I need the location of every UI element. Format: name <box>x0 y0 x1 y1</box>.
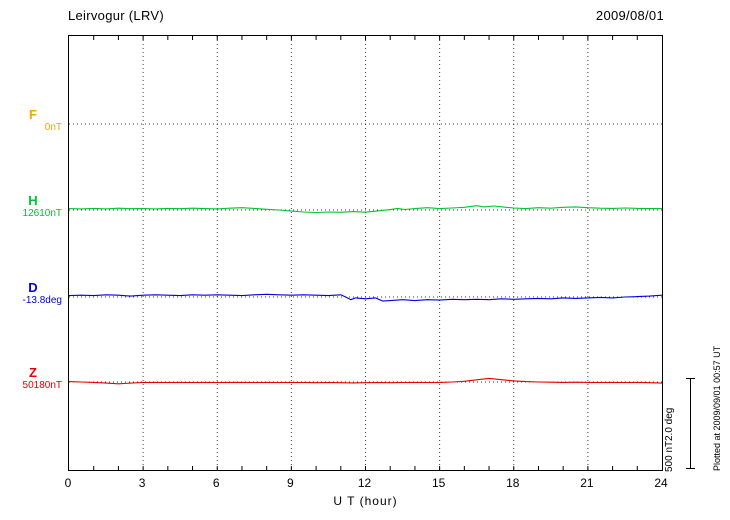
scale-bar-line <box>690 379 691 468</box>
x-tick-label: 15 <box>431 476 446 490</box>
scale-nt-label: 500 nT <box>664 440 675 472</box>
series-label-H: H 12610nT <box>4 194 62 219</box>
series-baseline-Z: 50180nT <box>22 380 62 391</box>
x-tick-label: 3 <box>138 476 146 490</box>
x-tick-label: 9 <box>287 476 294 490</box>
x-axis-title: U T (hour) <box>333 494 398 508</box>
scale-bar-labels: 500 nT 2.0 deg <box>664 388 675 472</box>
plot-svg <box>69 36 662 470</box>
plot-area <box>68 35 663 471</box>
series-label-F: F 0nT <box>4 108 62 133</box>
series-baseline-F: 0nT <box>44 122 62 133</box>
x-tick-label: 18 <box>506 476 520 490</box>
x-tick-label: 0 <box>64 476 72 490</box>
plotted-at-note: Plotted at 2009/09/01 00:57 UT <box>712 345 722 471</box>
x-tick-label: 24 <box>654 476 668 490</box>
series-label-D: D -13.8deg <box>4 281 62 306</box>
x-tick-label: 12 <box>357 476 372 490</box>
series-baseline-D: -13.8deg <box>22 295 62 306</box>
x-tick-label: 6 <box>212 476 220 490</box>
series-letter-H: H <box>28 193 38 208</box>
series-letter-F: F <box>29 107 37 122</box>
station-title: Leirvogur (LRV) <box>68 8 165 23</box>
series-letter-Z: Z <box>29 365 37 380</box>
record-date: 2009/08/01 <box>595 8 664 23</box>
series-letter-D: D <box>28 280 38 295</box>
scale-bar <box>686 378 695 469</box>
x-tick-label: 21 <box>580 476 594 490</box>
series-baseline-H: 12610nT <box>22 208 62 219</box>
scale-deg-label: 2.0 deg <box>664 407 675 441</box>
series-label-Z: Z 50180nT <box>4 366 62 391</box>
